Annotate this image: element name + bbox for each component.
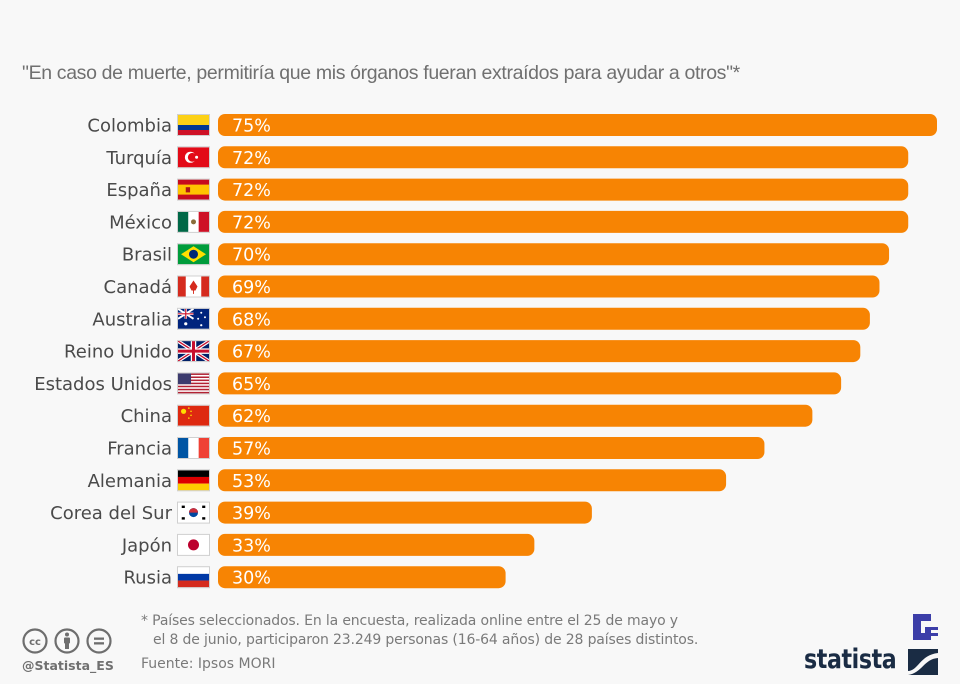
statista-wave-icon: [908, 649, 938, 675]
value-label: 75%: [232, 117, 271, 137]
bar[interactable]: [218, 340, 861, 363]
country-label: España: [106, 180, 172, 201]
country-label: China: [121, 406, 172, 427]
svg-text:cc: cc: [29, 637, 41, 648]
bar[interactable]: [218, 501, 592, 524]
spain-flag: [177, 178, 210, 201]
bar-row: España 72%: [106, 178, 909, 201]
bar-row: Estados Unidos 65%: [34, 372, 842, 395]
bar[interactable]: [218, 533, 535, 556]
value-label: 70%: [232, 246, 271, 266]
country-label: Brasil: [122, 245, 172, 266]
brazil-flag: [177, 243, 210, 266]
value-label: 69%: [232, 278, 271, 298]
country-label: Reino Unido: [64, 342, 172, 363]
bar-row: Turquía 72%: [105, 146, 909, 169]
bar-row: México 72%: [109, 210, 909, 233]
value-label: 68%: [232, 310, 271, 330]
bar-row: Australia 68%: [92, 307, 870, 330]
country-label: Colombia: [87, 116, 172, 137]
uk-flag: [177, 339, 210, 363]
colombia-flag: [177, 114, 210, 136]
bar[interactable]: [218, 243, 890, 266]
france-flag: [177, 437, 210, 459]
footnote-line-1: * Países seleccionados. En la encuesta, …: [141, 613, 678, 629]
country-label: Japón: [121, 535, 172, 556]
bar-row: China 62%: [121, 404, 813, 427]
bar-row: Japón 33%: [121, 533, 535, 556]
bar-row: Reino Unido 67%: [64, 339, 861, 363]
value-label: 72%: [232, 181, 271, 201]
source-text: Fuente: Ipsos MORI: [141, 656, 276, 672]
country-label: Corea del Sur: [50, 503, 172, 524]
bar-row: Canadá 69%: [104, 275, 880, 298]
cc-icon[interactable]: cc: [22, 628, 48, 654]
bar[interactable]: [218, 146, 909, 169]
country-label: México: [109, 212, 172, 233]
bar-row: Rusia 30%: [123, 566, 506, 589]
south-korea-flag: [177, 501, 210, 524]
value-label: 39%: [232, 504, 271, 524]
value-label: 65%: [232, 375, 271, 395]
footnote: * Países seleccionados. En la encuesta, …: [141, 612, 698, 650]
canada-flag: [177, 275, 210, 298]
bar[interactable]: [218, 404, 813, 427]
germany-flag: [177, 469, 210, 492]
japan-flag: [177, 533, 210, 556]
attribution-icon[interactable]: [54, 628, 80, 654]
value-label: 72%: [232, 213, 271, 233]
mexico-flag: [177, 210, 210, 233]
bar-row: Corea del Sur 39%: [50, 501, 592, 524]
chart-title: "En caso de muerte, permitiría que mis ó…: [22, 62, 740, 84]
australia-flag: [177, 307, 210, 330]
no-derivatives-icon[interactable]: [86, 628, 112, 654]
footnote-line-2: el 8 de junio, participaron 23.249 perso…: [153, 632, 699, 648]
value-label: 53%: [232, 472, 271, 492]
value-label: 33%: [232, 536, 271, 556]
bar-row: Brasil 70%: [122, 243, 890, 266]
china-flag: [177, 404, 210, 427]
bar-row: Colombia 75%: [87, 114, 937, 137]
value-label: 57%: [232, 440, 271, 460]
country-label: Rusia: [123, 568, 172, 589]
bar[interactable]: [218, 275, 880, 298]
usa-flag: [177, 372, 210, 395]
bar[interactable]: [218, 178, 909, 201]
country-label: Alemania: [88, 471, 172, 492]
value-label: 62%: [232, 407, 271, 427]
value-label: 72%: [232, 149, 271, 169]
country-label: Francia: [107, 439, 172, 460]
bar[interactable]: [218, 566, 506, 589]
bar[interactable]: [218, 469, 727, 492]
turkey-flag: [177, 146, 210, 169]
twitter-handle: @Statista_ES: [22, 658, 114, 673]
statista-logo[interactable]: statista: [804, 612, 940, 678]
statista-wordmark: statista: [804, 644, 897, 675]
country-label: Turquía: [105, 148, 172, 169]
bar[interactable]: [218, 372, 842, 395]
value-label: 67%: [232, 343, 271, 363]
bar[interactable]: [218, 307, 870, 330]
bar-row: Alemania 53%: [88, 469, 727, 492]
bar-row: Francia 57%: [107, 437, 765, 460]
bar[interactable]: [218, 114, 937, 136]
license-icons: cc: [22, 628, 112, 654]
bar[interactable]: [218, 437, 765, 459]
statista-g-icon: [913, 614, 938, 640]
country-label: Estados Unidos: [34, 374, 172, 395]
country-label: Canadá: [104, 277, 173, 298]
bar[interactable]: [218, 210, 909, 233]
value-label: 30%: [232, 569, 271, 589]
country-label: Australia: [92, 309, 172, 330]
russia-flag: [177, 566, 210, 589]
